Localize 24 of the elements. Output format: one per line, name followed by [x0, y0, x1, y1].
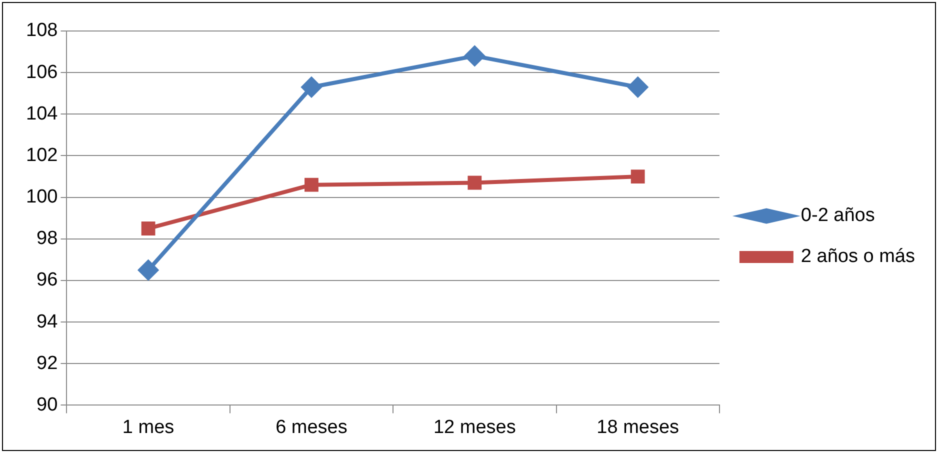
- point: [628, 77, 648, 98]
- point: [468, 176, 482, 190]
- y-tick-label: 108: [26, 20, 58, 42]
- y-tick-label: 96: [36, 270, 58, 291]
- y-tick-label: 104: [26, 103, 58, 124]
- x-tick-label: 18 meses: [596, 416, 680, 438]
- point: [630, 170, 645, 184]
- y-tick-label: 106: [26, 62, 58, 83]
- legend-label: 0-2 años: [800, 205, 875, 226]
- y-tick-label: 90: [36, 394, 58, 416]
- y-tick-label: 92: [36, 352, 58, 374]
- point: [141, 222, 156, 236]
- point: [304, 178, 318, 192]
- x-tick-label: 1 mes: [122, 416, 174, 438]
- y-tick-label: 100: [26, 186, 58, 208]
- legend-label: 2 años o más: [800, 246, 916, 268]
- y-tick-label: 102: [26, 144, 58, 166]
- point: [301, 77, 322, 98]
- y-tick-label: 94: [36, 311, 58, 332]
- point: [464, 46, 485, 66]
- x-tick-label: 6 meses: [276, 416, 348, 438]
- point: [138, 260, 158, 280]
- x-tick-label: 12 meses: [433, 416, 516, 438]
- y-tick-label: 98: [36, 228, 58, 250]
